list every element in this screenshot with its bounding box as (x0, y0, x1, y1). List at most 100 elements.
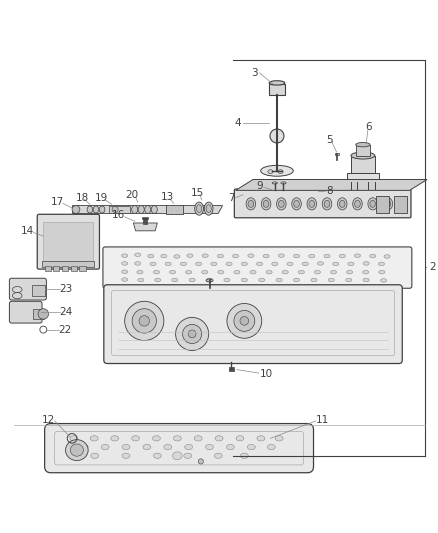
Ellipse shape (273, 189, 278, 191)
Ellipse shape (318, 262, 324, 265)
Bar (269, 84, 285, 95)
FancyBboxPatch shape (234, 189, 411, 218)
Bar (45, 266, 51, 271)
Ellipse shape (189, 278, 195, 282)
Bar (308, 186, 316, 189)
Text: 4: 4 (234, 118, 241, 128)
Polygon shape (346, 173, 379, 182)
Ellipse shape (93, 206, 99, 213)
Ellipse shape (202, 270, 208, 274)
Ellipse shape (240, 453, 248, 458)
Polygon shape (236, 180, 427, 190)
Bar (32, 285, 45, 296)
Bar (79, 266, 85, 271)
Ellipse shape (241, 262, 247, 265)
FancyBboxPatch shape (104, 285, 402, 364)
Ellipse shape (250, 270, 256, 274)
Text: 23: 23 (59, 284, 73, 294)
Ellipse shape (370, 200, 375, 207)
Text: 11: 11 (316, 415, 329, 425)
Ellipse shape (233, 254, 239, 258)
Ellipse shape (173, 452, 182, 459)
Circle shape (112, 206, 118, 213)
Ellipse shape (281, 182, 286, 184)
Ellipse shape (194, 436, 202, 441)
Ellipse shape (257, 262, 263, 265)
Ellipse shape (195, 202, 203, 215)
Text: 17: 17 (51, 197, 64, 207)
Ellipse shape (122, 453, 130, 458)
Ellipse shape (247, 445, 255, 450)
Ellipse shape (186, 270, 192, 274)
Circle shape (270, 129, 284, 143)
Bar (351, 156, 375, 173)
Bar (376, 196, 389, 213)
Ellipse shape (261, 198, 271, 210)
Ellipse shape (353, 198, 362, 210)
Ellipse shape (266, 270, 272, 274)
Text: 3: 3 (251, 68, 258, 78)
Text: 12: 12 (42, 415, 55, 425)
Ellipse shape (234, 270, 240, 274)
Ellipse shape (70, 453, 78, 458)
Ellipse shape (122, 445, 130, 450)
Ellipse shape (272, 188, 279, 192)
Ellipse shape (363, 270, 369, 274)
Ellipse shape (257, 436, 265, 441)
Ellipse shape (206, 278, 212, 282)
Bar (394, 196, 407, 213)
Ellipse shape (180, 262, 187, 265)
Ellipse shape (294, 200, 300, 207)
Polygon shape (134, 223, 157, 231)
Ellipse shape (224, 278, 230, 282)
Ellipse shape (132, 436, 139, 441)
Circle shape (139, 316, 149, 326)
Ellipse shape (282, 270, 288, 274)
Circle shape (132, 309, 156, 333)
Ellipse shape (244, 184, 252, 188)
Ellipse shape (155, 278, 161, 282)
Ellipse shape (287, 262, 293, 265)
Ellipse shape (214, 453, 222, 458)
Bar (109, 206, 131, 213)
Ellipse shape (293, 278, 300, 282)
Ellipse shape (236, 436, 244, 441)
Ellipse shape (309, 200, 314, 207)
Text: 15: 15 (191, 188, 204, 198)
Ellipse shape (298, 270, 304, 274)
Ellipse shape (293, 254, 300, 258)
Bar (166, 205, 184, 214)
Ellipse shape (226, 445, 234, 450)
Polygon shape (72, 206, 223, 213)
Text: 8: 8 (326, 186, 332, 196)
Bar (42, 261, 94, 268)
Ellipse shape (204, 202, 213, 215)
Text: 24: 24 (59, 307, 73, 317)
Ellipse shape (71, 444, 83, 456)
Ellipse shape (70, 436, 78, 441)
Ellipse shape (268, 169, 273, 174)
Ellipse shape (337, 198, 347, 210)
Ellipse shape (383, 198, 393, 210)
Ellipse shape (66, 440, 88, 461)
Bar (356, 144, 370, 156)
Ellipse shape (137, 270, 143, 274)
Text: 22: 22 (58, 325, 72, 335)
Ellipse shape (272, 262, 278, 265)
Ellipse shape (381, 279, 387, 282)
Text: 18: 18 (76, 193, 89, 203)
Ellipse shape (346, 278, 352, 282)
Ellipse shape (206, 279, 213, 282)
Ellipse shape (122, 254, 128, 257)
Ellipse shape (314, 270, 321, 274)
Ellipse shape (355, 200, 360, 207)
FancyBboxPatch shape (45, 424, 314, 473)
Ellipse shape (122, 262, 128, 265)
Ellipse shape (174, 255, 180, 258)
Ellipse shape (90, 436, 98, 441)
Ellipse shape (246, 198, 256, 210)
Ellipse shape (218, 270, 224, 274)
Bar (310, 188, 315, 197)
Circle shape (240, 317, 249, 325)
Bar (244, 186, 252, 199)
